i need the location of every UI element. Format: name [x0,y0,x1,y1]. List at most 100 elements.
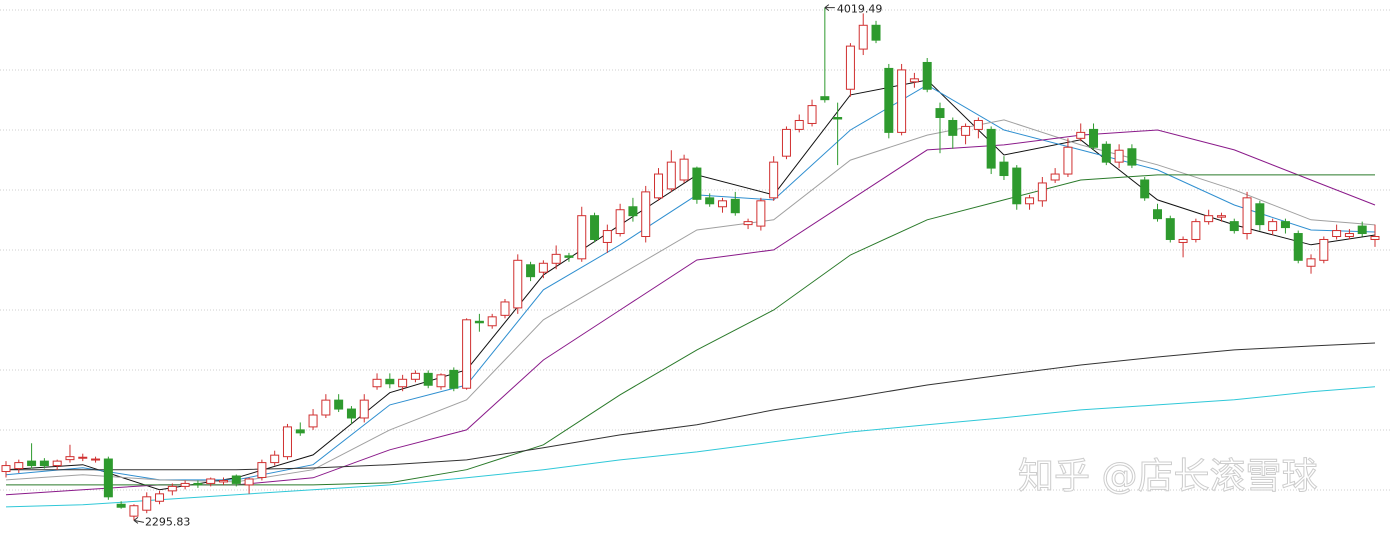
candle-body [641,191,651,238]
candle-body [935,108,945,119]
candle-body [1242,197,1252,235]
candle-body [1140,179,1150,199]
candle-body [628,206,638,217]
ma-line [5,119,1376,483]
candle-body [564,255,574,258]
candle-body [986,128,996,169]
candle-body [526,264,536,278]
candle-body [1306,258,1316,267]
low-arrow [133,516,145,524]
candle-body [334,399,344,410]
candle-body [961,125,971,136]
candle-body [398,378,408,388]
candle-body [1063,146,1073,175]
candle-body [1293,233,1303,261]
candle-body [833,117,843,120]
candle-body [538,262,548,273]
ma-line [5,79,1376,491]
candle-body [897,69,907,133]
candle-body [474,320,484,324]
candle-body [871,24,881,41]
candle-body [449,369,459,389]
candle-body [1101,143,1111,163]
candle-body [922,61,932,90]
candle-body [1204,215,1214,223]
candle-body [1178,238,1188,243]
candle-body [321,399,331,416]
candle-body [513,259,523,309]
candle-body [845,45,855,90]
candle-body [679,158,689,181]
candle-body [462,319,472,389]
watermark: 知乎 @店长滚雪球 [1018,456,1317,497]
candle-body [78,456,88,459]
candle-body [590,215,600,240]
candle-body [1268,221,1278,232]
candle-body [1127,148,1137,166]
candle-body [1216,215,1226,218]
candle-body [410,372,420,380]
candle-body [756,200,766,227]
candle-body [1370,236,1380,240]
candle-body [167,485,177,492]
candle-body [858,24,868,50]
candle-body [308,414,318,428]
candle-body [91,458,101,461]
ma-line [5,84,1376,481]
candle-body [1165,218,1175,240]
candle-body [500,301,510,316]
candle-body [282,426,292,458]
candle-body [1191,221,1201,240]
candle-body [346,408,356,419]
candle-body [65,456,75,461]
candle-body [781,128,791,157]
candle-body [1344,233,1354,238]
candle-body [909,78,919,83]
candle-body [103,458,113,498]
candle-body [1037,182,1047,202]
candle-body [39,460,49,467]
candle-body [973,119,983,130]
low-label: 2295.83 [145,515,191,528]
candle-body [487,316,497,327]
candle-body [1280,221,1290,229]
candle-body [385,378,395,385]
candle-body [1114,149,1124,163]
high-arrow [824,4,835,11]
candle-body [692,167,702,200]
ma-line [6,342,1376,471]
candle-body [654,173,664,199]
candle-body [1255,203,1265,226]
ma-line [5,129,1376,496]
candle-body [257,462,267,478]
candle-body [116,503,126,508]
candle-body [14,462,24,470]
candle-body [730,198,740,214]
candle-body [666,161,676,190]
candle-body [1089,128,1099,148]
candle-body [231,475,241,484]
candle-body [193,482,203,486]
candle-body [1012,167,1022,205]
candle-body [423,372,433,386]
candle-body [52,460,62,467]
candle-body [27,460,37,467]
candle-body [1050,173,1060,181]
candle-body [551,253,561,264]
candle-body [999,161,1009,177]
candle-body [807,105,817,124]
candle-body [602,230,612,243]
candle-body [1025,197,1035,205]
high-label: 4019.49 [837,3,883,16]
candle-body [1357,225,1367,235]
candle-body [743,221,753,226]
candle-body [129,505,139,517]
candle-body [155,493,165,502]
candle-body [705,197,715,205]
candle-body [180,482,190,487]
candle-body [1,465,11,473]
candle-body [1332,230,1342,238]
candle-body [820,96,830,101]
candle-body [884,67,894,133]
